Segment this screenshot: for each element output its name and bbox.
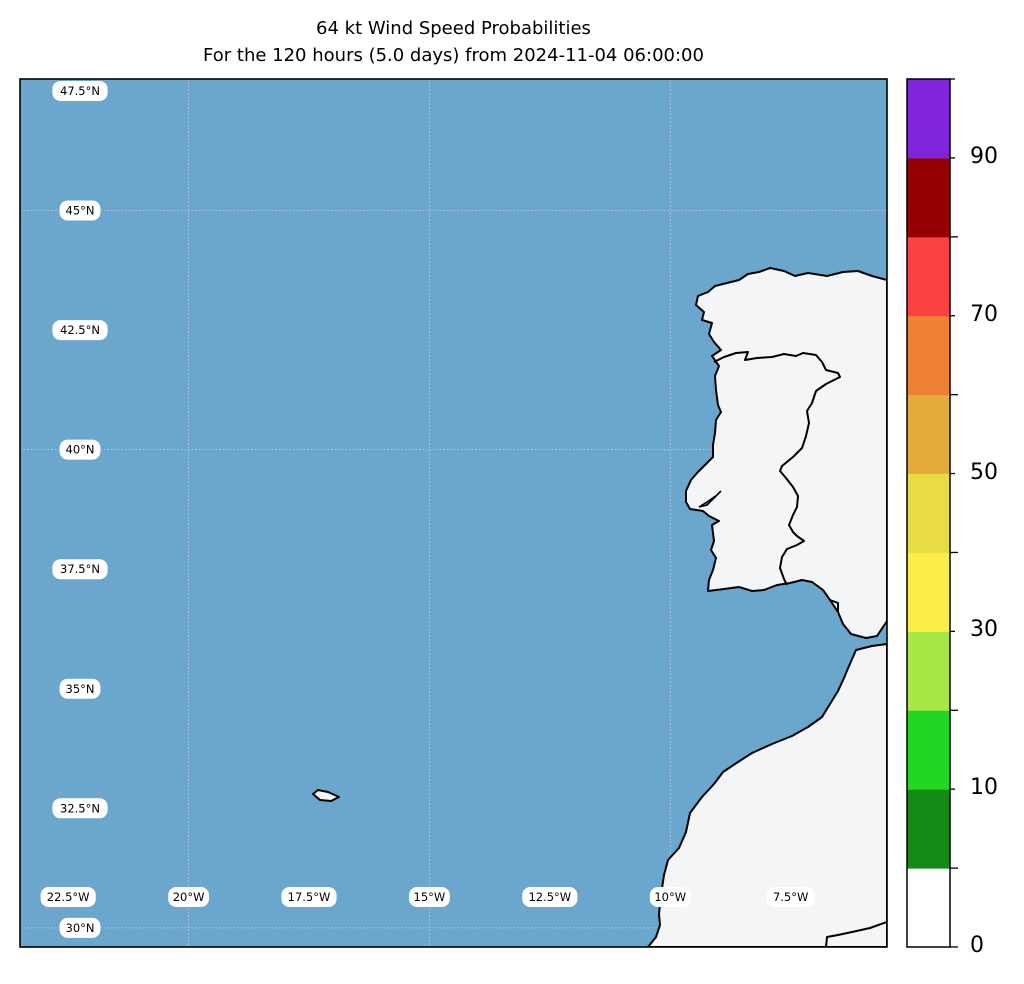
colorbar-tick-label: 0 — [970, 933, 984, 958]
colorbar-bin — [907, 79, 950, 159]
lat-label: 45°N — [59, 200, 101, 221]
lat-label-text: 45°N — [66, 204, 95, 218]
chart-title: 64 kt Wind Speed Probabilities — [316, 18, 591, 39]
lat-label: 40°N — [59, 439, 101, 460]
colorbar-tick-label: 70 — [970, 301, 998, 327]
lon-label-bg — [281, 887, 337, 907]
lat-label: 47.5°N — [52, 80, 108, 101]
lat-label: 32.5°N — [52, 798, 108, 819]
lat-label-bg — [59, 439, 101, 460]
lon-label-bg — [522, 887, 578, 907]
lon-label-text: 15°W — [414, 890, 446, 904]
map-frame — [19, 78, 888, 948]
colorbar-bin — [907, 552, 950, 632]
colorbar-tick-label: 50 — [970, 459, 998, 485]
colorbar-bin — [907, 236, 950, 317]
lon-label-text: 12.5°W — [528, 890, 571, 904]
lat-label-bg — [52, 80, 108, 101]
graticule-gridlines — [20, 79, 887, 947]
lon-label: 10°W — [649, 887, 691, 907]
latitude-labels: 47.5°N 45°N 42.5°N 40°N 37.5°N 35°N 32.5°N 30°N — [52, 80, 108, 938]
map-panel[interactable] — [19, 78, 888, 948]
lon-label-text: 20°W — [173, 890, 205, 904]
colorbar-bins — [907, 79, 950, 948]
colorbar-bin — [907, 157, 950, 238]
lon-label: 7.5°W — [766, 887, 815, 907]
lon-label-bg — [766, 887, 815, 907]
lon-label-bg — [168, 887, 209, 907]
lon-label: 22.5°W — [40, 887, 96, 907]
longitude-labels: 22.5°W 20°W 17.5°W 15°W 12.5°W 10°W 7.5°W — [40, 887, 815, 907]
lat-label-bg — [52, 798, 108, 819]
spain-gibraltar-coast — [829, 599, 839, 612]
tagus-estuary — [698, 490, 722, 508]
colorbar-ticks — [950, 78, 958, 948]
lat-label-bg — [59, 917, 101, 938]
lon-label: 17.5°W — [281, 887, 337, 907]
colorbar-tick-label: 30 — [970, 617, 998, 643]
north-africa-land — [647, 643, 887, 947]
lat-label: 35°N — [59, 678, 101, 699]
colorbar-bin — [907, 631, 950, 711]
lat-label-bg — [59, 678, 101, 699]
chart-subtitle: For the 120 hours (5.0 days) from 2024-1… — [203, 45, 704, 66]
colorbar-bin — [907, 710, 950, 790]
lat-label: 30°N — [59, 917, 101, 938]
lon-label-bg — [409, 887, 450, 907]
colorbar-bin — [907, 868, 950, 948]
colorbar-bin — [907, 473, 950, 553]
lon-label: 12.5°W — [522, 887, 578, 907]
lat-label-text: 42.5°N — [60, 323, 100, 337]
madeira-island — [312, 789, 340, 802]
canary-islands-land — [825, 921, 887, 947]
lat-label-text: 37.5°N — [60, 562, 100, 576]
lat-label: 37.5°N — [52, 559, 108, 580]
lon-label-bg — [40, 887, 96, 907]
colorbar-bin — [907, 394, 950, 475]
lat-label-text: 30°N — [66, 921, 95, 935]
colorbar — [906, 78, 958, 948]
colorbar-frame — [906, 78, 951, 948]
lat-label-bg — [59, 200, 101, 221]
lat-label-bg — [52, 559, 108, 580]
colorbar-bin — [907, 315, 950, 396]
lat-label-text: 32.5°N — [60, 801, 100, 815]
lat-label-text: 40°N — [66, 443, 95, 457]
colorbar-bin — [907, 789, 950, 869]
iberian-peninsula-land — [685, 267, 887, 639]
lat-label-text: 47.5°N — [60, 84, 100, 98]
lon-label-text: 17.5°W — [288, 890, 331, 904]
colorbar-tick-label: 90 — [970, 143, 998, 169]
lon-label-bg — [649, 887, 691, 907]
lat-label: 42.5°N — [52, 320, 108, 341]
lon-label: 20°W — [168, 887, 209, 907]
portugal-spain-border — [713, 351, 841, 586]
colorbar-tick-label: 10 — [970, 775, 998, 801]
lon-label: 15°W — [409, 887, 450, 907]
lon-label-text: 7.5°W — [773, 890, 808, 904]
lat-label-bg — [52, 320, 108, 341]
lon-label-text: 10°W — [654, 890, 686, 904]
lat-label-text: 35°N — [66, 682, 95, 696]
lon-label-text: 22.5°W — [47, 890, 90, 904]
